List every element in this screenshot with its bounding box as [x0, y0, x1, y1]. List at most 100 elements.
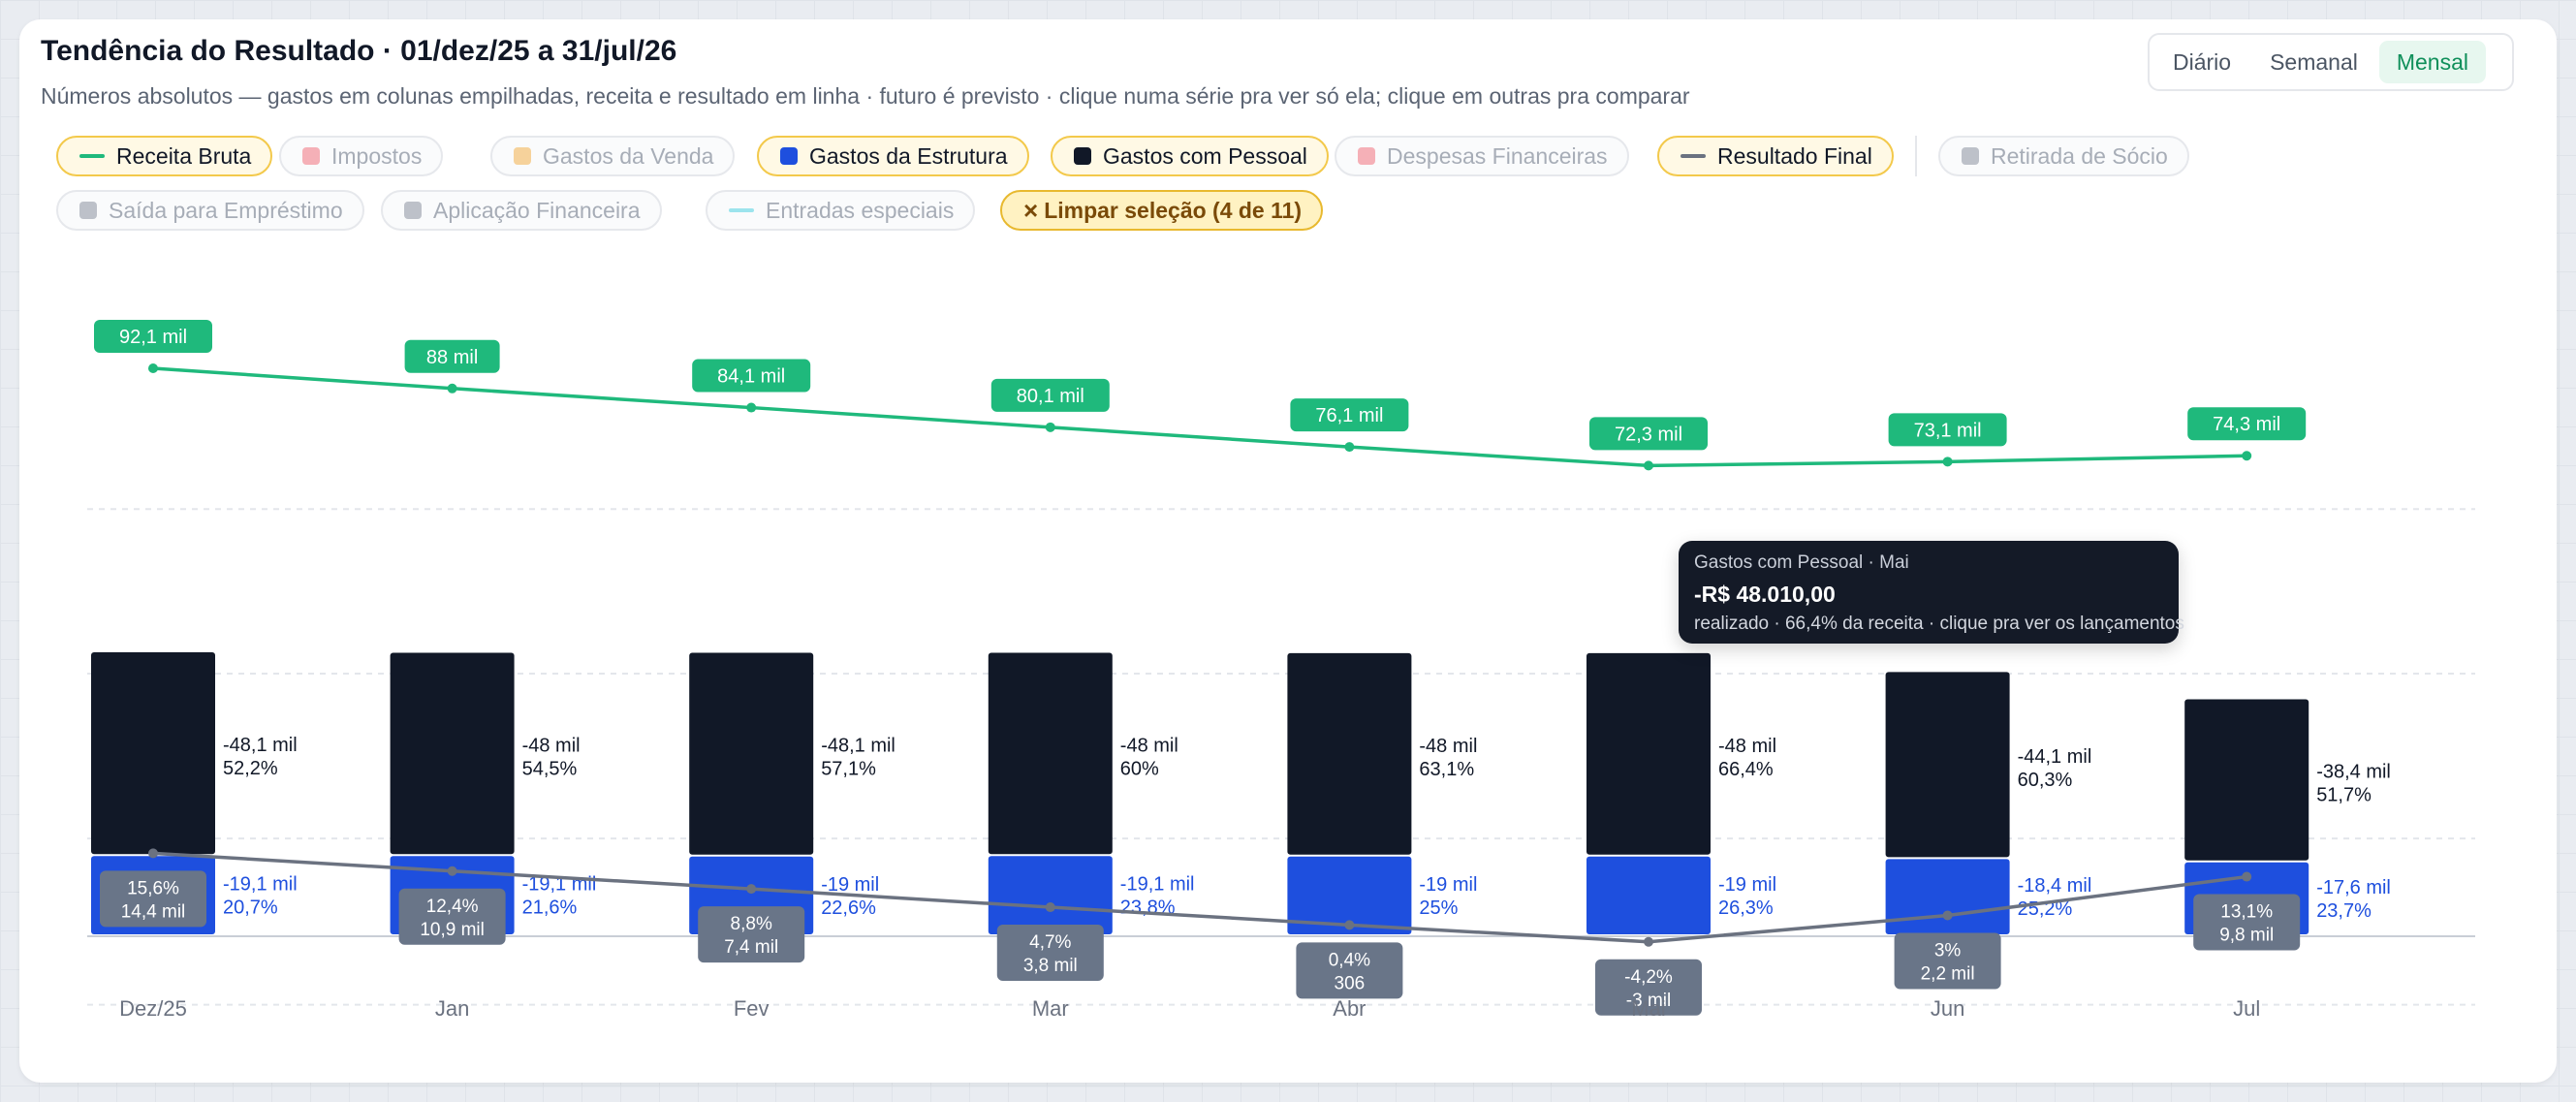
legend-chip-gastos-da-estrutura[interactable]: Gastos da Estrutura: [757, 136, 1029, 176]
legend-chip-gastos-da-venda[interactable]: Gastos da Venda: [490, 136, 736, 176]
label-resultado-box: [1296, 942, 1403, 999]
page-title: Tendência do Resultado · 01/dez/25 a 31/…: [41, 35, 677, 67]
granularity-toggle: Diário Semanal Mensal: [2148, 33, 2514, 91]
label-resultado-value: 2,2 mil: [1921, 963, 1975, 984]
label-receita-value: 73,1 mil: [1914, 420, 1982, 441]
label-pessoal-pct: 63,1%: [1419, 759, 1474, 780]
legend-swatch: [1358, 147, 1375, 165]
label-resultado-value: 10,9 mil: [420, 920, 485, 940]
legend-chip-receita-bruta[interactable]: Receita Bruta: [56, 136, 273, 176]
label-receita-box: [692, 359, 811, 393]
label-estrutura-value: -19,1 mil: [1120, 874, 1195, 896]
bar-gastos-pessoal: [1586, 652, 1711, 855]
label-estrutura-value: -19,1 mil: [223, 874, 298, 896]
granularity-daily-button[interactable]: Diário: [2173, 48, 2232, 75]
label-resultado-box: [100, 870, 206, 928]
x-tick-label: Jun: [1931, 996, 1964, 1021]
line-resultado-final: [152, 851, 2247, 944]
label-resultado-pct: 8,8%: [731, 914, 772, 934]
legend-label: Gastos com Pessoal: [1103, 142, 1307, 169]
chart-tooltip: Gastos com Pessoal · Mai -R$ 48.010,00 r…: [1679, 541, 2184, 644]
legend-chip-impostos[interactable]: Impostos: [279, 136, 444, 176]
legend-swatch: [1074, 147, 1091, 165]
legend-label: Gastos da Venda: [543, 142, 714, 169]
label-receita-box: [404, 339, 500, 373]
point-resultado-final: [1644, 936, 1653, 947]
label-estrutura-pct: 23,7%: [2316, 900, 2372, 922]
label-resultado-pct: 12,4%: [426, 897, 479, 917]
label-estrutura-pct: 22,6%: [821, 897, 876, 919]
x-tick-label: Fev: [734, 996, 770, 1021]
label-pessoal-pct: 57,1%: [821, 759, 876, 780]
label-resultado-pct: 15,6%: [127, 878, 179, 898]
label-receita-value: 74,3 mil: [2213, 414, 2280, 435]
bar-gastos-estrutura: [988, 856, 1113, 934]
legend-chip-saida-para-emprestimo[interactable]: Saída para Empréstimo: [56, 190, 364, 231]
label-estrutura-pct: 26,3%: [1718, 897, 1774, 919]
label-resultado-box: [1595, 959, 1702, 1016]
bar-gastos-pessoal: [1885, 672, 2010, 858]
legend-label: Impostos: [331, 142, 423, 169]
label-resultado-box: [398, 888, 506, 945]
label-estrutura-value: -19 mil: [821, 874, 879, 896]
legend-chip-resultado-final[interactable]: Resultado Final: [1657, 136, 1894, 176]
point-resultado-final: [2242, 871, 2252, 882]
bar-gastos-estrutura: [1586, 856, 1711, 934]
tooltip-title: Gastos com Pessoal · Mai: [1694, 552, 1909, 573]
label-resultado-pct: 0,4%: [1329, 950, 1370, 970]
label-resultado-pct: 4,7%: [1029, 932, 1071, 953]
label-receita-box: [1589, 417, 1708, 451]
label-receita-value: 84,1 mil: [717, 366, 785, 388]
point-resultado-final: [1045, 902, 1055, 913]
legend-chip-retirada-de-socio[interactable]: Retirada de Sócio: [1938, 136, 2189, 176]
label-receita-value: 92,1 mil: [119, 327, 187, 348]
label-resultado-value: -3 mil: [1626, 991, 1671, 1011]
x-tick-label: Jan: [435, 996, 469, 1021]
legend-swatch: [404, 202, 422, 219]
legend-chip-entradas-especiais[interactable]: Entradas especiais: [706, 190, 976, 231]
legend-chip-gastos-com-pessoal[interactable]: Gastos com Pessoal: [1051, 136, 1329, 176]
label-estrutura-value: -18,4 mil: [2018, 875, 2092, 897]
label-estrutura-pct: 25%: [1419, 897, 1458, 919]
legend-swatch: [1962, 147, 1979, 165]
point-resultado-final: [1344, 920, 1355, 930]
legend-swatch: [79, 154, 105, 158]
granularity-weekly-button[interactable]: Semanal: [2270, 48, 2358, 75]
legend-label: Gastos da Estrutura: [809, 142, 1008, 169]
label-resultado-box: [996, 925, 1104, 982]
label-resultado-box: [698, 906, 805, 963]
label-pessoal-value: -48,1 mil: [821, 736, 895, 757]
label-resultado-value: 7,4 mil: [724, 937, 778, 958]
close-icon: ×: [1023, 196, 1039, 225]
tooltip-value: -R$ 48.010,00: [1694, 582, 1836, 607]
legend-label: Entradas especiais: [766, 197, 955, 223]
x-tick-label: Mai: [1631, 996, 1665, 1021]
point-receita-bruta: [148, 363, 158, 373]
label-resultado-value: 306: [1335, 973, 1366, 993]
label-pessoal-value: -48 mil: [1120, 735, 1178, 756]
point-receita-bruta: [1045, 422, 1055, 432]
label-pessoal-value: -48 mil: [1419, 736, 1477, 757]
label-pessoal-pct: 52,2%: [223, 758, 278, 779]
clear-selection-label: Limpar seleção (4 de 11): [1044, 197, 1303, 223]
label-resultado-value: 3,8 mil: [1023, 956, 1078, 976]
label-resultado-pct: 3%: [1934, 940, 1962, 960]
label-resultado-pct: -4,2%: [1624, 967, 1673, 988]
label-receita-value: 80,1 mil: [1017, 386, 1084, 407]
bar-gastos-pessoal: [390, 652, 515, 855]
granularity-monthly-button[interactable]: Mensal: [2378, 41, 2487, 83]
legend-chip-despesas-financeiras[interactable]: Despesas Financeiras: [1335, 136, 1629, 176]
point-receita-bruta: [2242, 451, 2252, 461]
legend-swatch: [302, 147, 320, 165]
label-receita-value: 72,3 mil: [1615, 424, 1682, 445]
label-receita-value: 76,1 mil: [1315, 405, 1383, 426]
legend-swatch: [1681, 154, 1706, 158]
label-estrutura-value: -17,6 mil: [2316, 877, 2391, 898]
label-pessoal-value: -44,1 mil: [2018, 746, 2092, 768]
label-pessoal-value: -48 mil: [1718, 736, 1776, 757]
legend-chip-aplicacao-financeira[interactable]: Aplicação Financeira: [381, 190, 662, 231]
label-estrutura-pct: 20,7%: [223, 897, 278, 919]
label-receita-box: [2187, 407, 2307, 441]
clear-selection-button[interactable]: × Limpar seleção (4 de 11): [1000, 190, 1324, 231]
